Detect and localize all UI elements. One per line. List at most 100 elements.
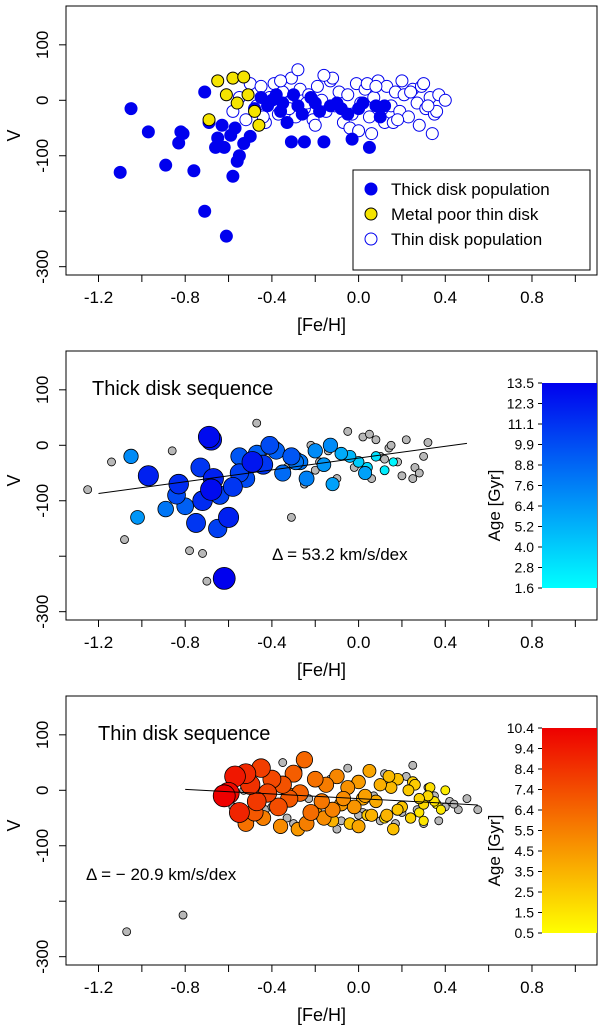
gray-point (167, 446, 177, 456)
age-colored-point (284, 764, 303, 783)
slope-annotation: Δ = 53.2 km/s/dex (272, 545, 408, 564)
thick-disk-point (295, 107, 309, 121)
y-tick-label: 100 (33, 376, 52, 404)
colorbar-tick-label: 10.4 (507, 720, 534, 736)
thin-disk-point (412, 118, 426, 132)
thick-disk-point (159, 158, 173, 172)
age-colored-point (130, 510, 145, 525)
fit-line (185, 788, 478, 806)
metal-poor-point (241, 88, 255, 102)
thin-disk-point (421, 99, 435, 113)
gray-point (401, 435, 411, 445)
thick-disk-point (280, 115, 294, 129)
colorbar (542, 728, 597, 933)
gray-point (287, 512, 296, 522)
age-colored-point (298, 470, 315, 487)
age-colored-point (379, 465, 390, 476)
x-tick-label: -0.8 (171, 633, 200, 652)
colorbar-tick-label: 8.4 (515, 761, 535, 777)
y-axis-label: V (4, 129, 24, 141)
age-colored-point (418, 815, 429, 826)
y-tick-label: -100 (33, 484, 52, 518)
age-colored-point (302, 804, 320, 821)
colorbar (542, 383, 597, 588)
age-colored-point (334, 446, 348, 461)
thick-disk-point (362, 140, 376, 154)
gray-point (278, 758, 288, 767)
x-tick-label: 0.8 (520, 978, 544, 997)
age-colored-point (222, 476, 243, 497)
colorbar-tick-label: 7.6 (515, 478, 535, 494)
colorbar-tick-label: 6.4 (515, 802, 535, 818)
age-colored-point (197, 425, 221, 449)
gray-point (380, 454, 390, 464)
gray-point (408, 474, 418, 483)
thick-disk-point (341, 107, 355, 121)
thick-disk-point (378, 99, 392, 113)
legend-entry: Thin disk population (391, 230, 542, 249)
colorbar-tick-label: 7.4 (515, 782, 535, 798)
age-colored-point (352, 456, 365, 468)
age-colored-point (405, 812, 417, 824)
colorbar-tick-label: 1.6 (515, 580, 535, 596)
legend-entry: Thick disk population (391, 180, 550, 199)
colorbar-tick-label: 9.9 (515, 437, 535, 453)
thick-disk-point (228, 121, 242, 135)
panel-title: Thin disk sequence (98, 723, 270, 745)
x-tick-label: 0.8 (520, 288, 544, 307)
thin-disk-point (274, 74, 288, 88)
metal-poor-point (237, 70, 251, 84)
thick-disk-point (243, 129, 257, 143)
metal-poor-point (211, 74, 225, 88)
thin-disk-point (438, 93, 452, 107)
thick-disk-point (232, 149, 246, 163)
x-tick-label: -0.4 (257, 288, 286, 307)
colorbar-label: Age [Gyr] (485, 470, 504, 542)
age-colored-point (316, 457, 332, 473)
thin-disk-point (239, 113, 253, 127)
thin-disk-point (395, 74, 409, 88)
thin-disk-point (401, 110, 415, 124)
thin-disk-point (369, 79, 383, 93)
x-tick-label: -1.2 (84, 288, 113, 307)
age-colored-point (362, 763, 377, 778)
age-colored-point (388, 457, 398, 467)
age-colored-point (324, 801, 341, 818)
y-tick-label: 0 (33, 441, 52, 450)
legend-marker (364, 232, 378, 246)
gray-point (107, 457, 116, 467)
x-tick-label: -0.8 (171, 978, 200, 997)
x-tick-label: -0.8 (171, 288, 200, 307)
y-tick-label: 100 (33, 31, 52, 59)
age-colored-point (346, 799, 362, 815)
x-tick-label: -1.2 (84, 978, 113, 997)
colorbar-tick-label: 13.5 (507, 375, 534, 391)
thin-disk-point (391, 113, 405, 127)
legend-marker (364, 182, 378, 196)
gray-point (397, 471, 407, 481)
y-tick-label: 0 (33, 786, 52, 795)
age-colored-point (269, 797, 288, 817)
age-colored-point (313, 793, 330, 810)
age-colored-point (282, 447, 301, 466)
age-colored-point (440, 785, 451, 796)
x-tick-label: 0.8 (520, 633, 544, 652)
age-colored-point (382, 770, 396, 783)
age-colored-point (413, 793, 425, 805)
age-colored-point (228, 802, 250, 823)
thick-disk-point (211, 131, 225, 145)
x-tick-label: -0.4 (257, 978, 286, 997)
y-tick-label: 0 (33, 96, 52, 105)
x-tick-label: 0.4 (433, 288, 457, 307)
colorbar-tick-label: 4.0 (515, 539, 535, 555)
colorbar-tick-label: 11.1 (508, 416, 534, 432)
thin-disk-point (291, 63, 305, 77)
age-colored-point (391, 803, 404, 816)
colorbar-label: Age [Gyr] (485, 815, 504, 887)
gray-point (83, 485, 93, 495)
x-tick-label: -0.4 (257, 633, 286, 652)
metal-poor-point (219, 88, 233, 102)
gray-point (473, 805, 483, 815)
x-tick-label: 0.0 (347, 633, 371, 652)
x-tick-label: 0.4 (433, 633, 457, 652)
